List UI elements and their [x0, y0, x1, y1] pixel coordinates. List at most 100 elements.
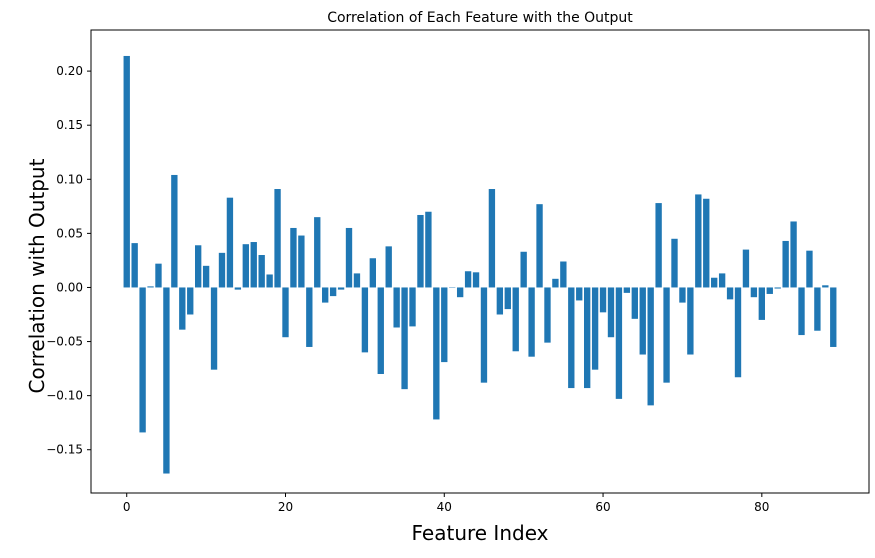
- bar-feature-61: [608, 287, 614, 337]
- bar-feature-10: [203, 266, 209, 288]
- bar-feature-15: [243, 244, 249, 287]
- bar-feature-21: [290, 228, 296, 288]
- bar-feature-35: [401, 287, 407, 389]
- y-tick-label: −0.05: [46, 335, 83, 349]
- bar-feature-22: [298, 236, 304, 288]
- bar-feature-73: [703, 199, 709, 288]
- bar-feature-39: [433, 287, 439, 419]
- bar-feature-32: [378, 287, 384, 374]
- x-tick-label: 60: [595, 500, 610, 514]
- bar-feature-89: [830, 287, 836, 347]
- bar-feature-40: [441, 287, 447, 362]
- bar-feature-3: [147, 286, 153, 287]
- bar-feature-1: [131, 243, 137, 287]
- bar-feature-71: [687, 287, 693, 354]
- bar-feature-11: [211, 287, 217, 369]
- bar-feature-51: [528, 287, 534, 356]
- bar-feature-83: [782, 241, 788, 288]
- bar-feature-26: [330, 287, 336, 296]
- bar-feature-74: [711, 278, 717, 288]
- bar-feature-67: [655, 203, 661, 287]
- bar-feature-64: [632, 287, 638, 318]
- bar-feature-34: [393, 287, 399, 327]
- bar-feature-36: [409, 287, 415, 326]
- x-tick-label: 80: [754, 500, 769, 514]
- bar-feature-59: [592, 287, 598, 369]
- y-tick-label: 0.15: [56, 118, 83, 132]
- bar-feature-4: [155, 264, 161, 288]
- bar-feature-29: [354, 273, 360, 287]
- bar-feature-9: [195, 245, 201, 287]
- y-tick-label: 0.00: [56, 280, 83, 294]
- bar-feature-68: [663, 287, 669, 382]
- plot-area-frame: [91, 30, 869, 493]
- bar-feature-79: [751, 287, 757, 297]
- bar-feature-76: [727, 287, 733, 299]
- bar-feature-82: [775, 287, 781, 288]
- bar-feature-28: [346, 228, 352, 288]
- bar-feature-14: [235, 287, 241, 289]
- bar-feature-86: [806, 251, 812, 288]
- bar-feature-27: [338, 287, 344, 289]
- bar-feature-8: [187, 287, 193, 314]
- bar-feature-31: [370, 258, 376, 287]
- bar-feature-62: [616, 287, 622, 398]
- bar-feature-75: [719, 273, 725, 287]
- bar-feature-7: [179, 287, 185, 329]
- bar-feature-38: [425, 212, 431, 288]
- x-tick-label: 40: [437, 500, 452, 514]
- bar-feature-81: [767, 287, 773, 293]
- bar-feature-18: [266, 274, 272, 287]
- bar-feature-5: [163, 287, 169, 473]
- bar-feature-49: [513, 287, 519, 351]
- bar-feature-44: [473, 272, 479, 287]
- bar-feature-12: [219, 253, 225, 288]
- bar-feature-13: [227, 198, 233, 288]
- bar-feature-72: [695, 194, 701, 287]
- bar-feature-48: [505, 287, 511, 309]
- bar-feature-0: [124, 56, 130, 288]
- bar-feature-47: [497, 287, 503, 314]
- bar-feature-52: [536, 204, 542, 287]
- y-axis-ticks: −0.15−0.10−0.050.000.050.100.150.20: [46, 64, 91, 457]
- bar-feature-23: [306, 287, 312, 347]
- bar-feature-30: [362, 287, 368, 352]
- bar-feature-87: [814, 287, 820, 330]
- bar-feature-25: [322, 287, 328, 302]
- bar-feature-53: [544, 287, 550, 342]
- bar-feature-80: [759, 287, 765, 319]
- bar-feature-6: [171, 175, 177, 288]
- bar-feature-16: [251, 242, 257, 287]
- bar-feature-70: [679, 287, 685, 302]
- bar-feature-84: [790, 221, 796, 287]
- y-tick-label: −0.10: [46, 389, 83, 403]
- y-tick-label: 0.10: [56, 172, 83, 186]
- bar-feature-77: [735, 287, 741, 377]
- y-tick-label: 0.20: [56, 64, 83, 78]
- bar-feature-20: [282, 287, 288, 337]
- bar-feature-2: [139, 287, 145, 432]
- bar-feature-88: [822, 285, 828, 287]
- chart-title: Correlation of Each Feature with the Out…: [327, 10, 633, 26]
- y-axis-label: Correlation with Output: [25, 158, 49, 393]
- bar-feature-55: [560, 262, 566, 288]
- bar-feature-63: [624, 287, 630, 292]
- bar-feature-65: [640, 287, 646, 354]
- bar-feature-24: [314, 217, 320, 287]
- bars-group: [124, 56, 837, 474]
- bar-feature-85: [798, 287, 804, 335]
- bar-feature-66: [648, 287, 654, 405]
- bar-feature-42: [457, 287, 463, 297]
- bar-feature-46: [489, 189, 495, 287]
- bar-feature-56: [568, 287, 574, 388]
- bar-feature-78: [743, 250, 749, 288]
- bar-feature-37: [417, 215, 423, 287]
- x-axis-label: Feature Index: [412, 521, 549, 545]
- bar-feature-17: [259, 255, 265, 287]
- bar-feature-33: [386, 246, 392, 287]
- bar-feature-19: [274, 189, 280, 287]
- bar-feature-57: [576, 287, 582, 300]
